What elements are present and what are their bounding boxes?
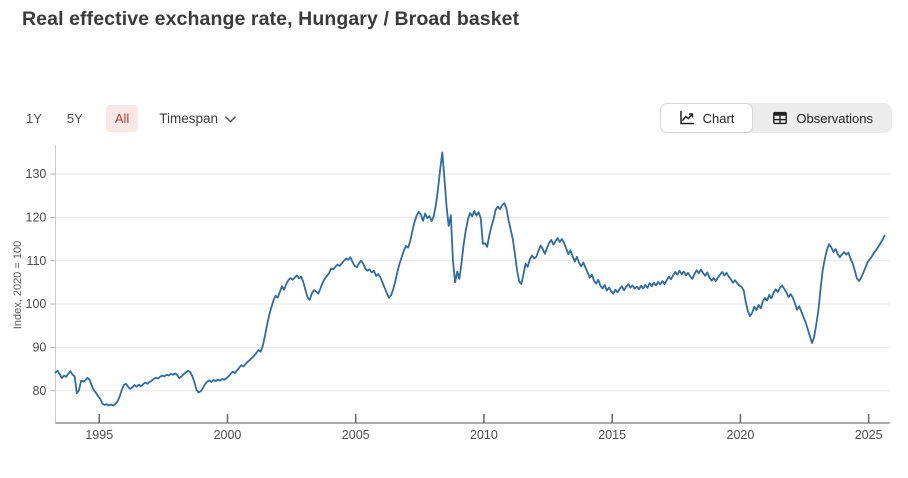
timespan-dropdown-label: Timespan — [159, 110, 219, 126]
chart-view-label: Chart — [702, 110, 735, 126]
y-tick-label: 120 — [26, 211, 47, 225]
x-tick-label: 1995 — [85, 428, 113, 442]
observations-view-button[interactable]: Observations — [753, 103, 892, 133]
x-tick-label: 2015 — [598, 428, 626, 442]
reer-line-chart[interactable]: 80 90 100 110 120 130 1995 2000 2005 2010 2015 2020… — [0, 139, 908, 457]
y-tick-label: 130 — [26, 167, 47, 181]
y-tick-label: 90 — [32, 341, 46, 355]
view-toggle-group: Chart Observations — [659, 103, 892, 133]
y-tick-label: 110 — [26, 254, 46, 268]
x-tick-label: 2005 — [342, 428, 370, 442]
x-tick-label: 2020 — [727, 428, 755, 442]
x-tick-label: 2010 — [470, 428, 498, 442]
y-axis-title: Index, 2020 = 100 — [12, 241, 24, 329]
timespan-dropdown[interactable]: Timespan — [159, 110, 236, 126]
range-button-1y[interactable]: 1Y — [26, 110, 42, 126]
reer-series-line[interactable] — [54, 151, 886, 407]
y-tick-label: 100 — [26, 297, 47, 311]
x-tick-label: 2000 — [214, 428, 242, 442]
chart-view-button[interactable]: Chart — [659, 103, 754, 133]
x-tick-label: 2025 — [855, 428, 883, 442]
y-tick-label: 80 — [32, 384, 46, 398]
table-icon — [772, 110, 788, 126]
timespan-range-group: 1Y 5Y All Timespan — [24, 103, 236, 133]
range-button-5y[interactable]: 5Y — [66, 110, 83, 126]
chart-controls-row: 1Y 5Y All Timespan — [0, 103, 908, 134]
chevron-down-icon — [225, 111, 236, 126]
observations-view-label: Observations — [796, 110, 873, 126]
line-chart-icon — [679, 110, 695, 126]
page-title: Real effective exchange rate, Hungary / … — [22, 8, 520, 30]
range-button-all[interactable]: All — [105, 104, 139, 132]
